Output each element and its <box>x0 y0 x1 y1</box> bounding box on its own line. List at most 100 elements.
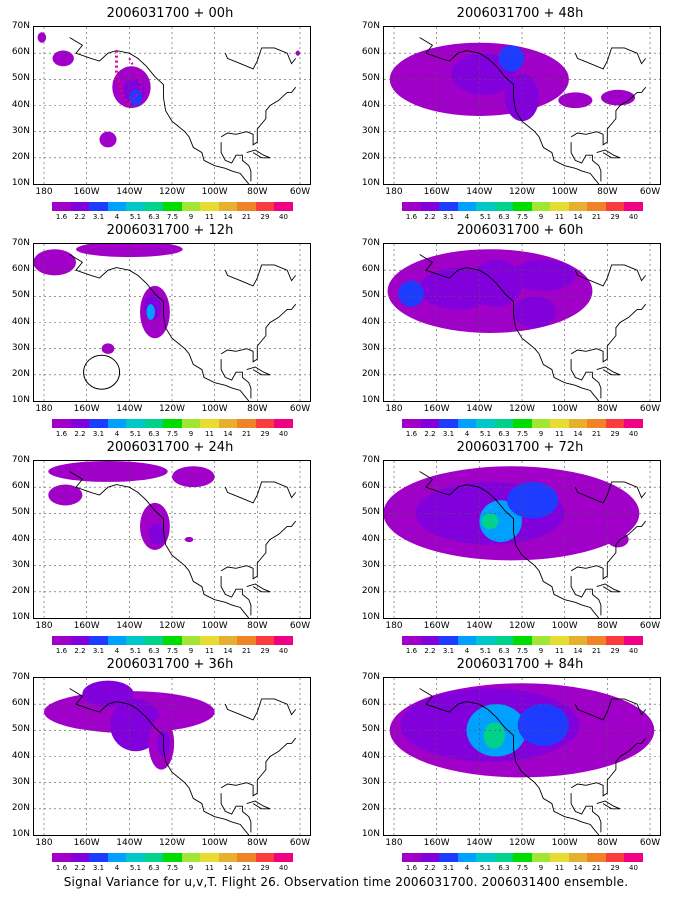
y-tick-label: 30N <box>361 776 380 787</box>
colorbar-label: 9 <box>188 647 194 655</box>
colorbar-label: 3.1 <box>92 864 105 872</box>
colorbar-label: 40 <box>279 647 288 655</box>
colorbar-swatch <box>218 636 237 645</box>
x-tick-label: 180 <box>35 621 53 631</box>
colorbar-label: 4 <box>114 213 120 221</box>
colorbar-label: 2.2 <box>74 213 86 221</box>
colorbar-label: 5.1 <box>479 864 492 872</box>
x-tick-label: 180 <box>35 838 53 848</box>
colorbar-swatch <box>457 853 476 862</box>
colorbar <box>52 636 293 645</box>
colorbar-label: 5.1 <box>479 647 492 655</box>
x-tick-label: 120W <box>158 838 186 848</box>
flight-track <box>115 50 131 107</box>
colorbar-label: 9 <box>538 213 544 221</box>
variance-contour-fill <box>600 89 636 106</box>
coastline <box>570 142 602 182</box>
colorbar-label: 9 <box>538 647 544 655</box>
y-tick-label: 50N <box>361 73 380 84</box>
colorbar-label: 11 <box>205 213 214 221</box>
colorbar-swatch <box>605 202 624 211</box>
y-tick-label: 40N <box>361 99 380 110</box>
variance-contour-fill <box>451 53 516 96</box>
colorbar <box>402 202 643 211</box>
colorbar-label: 2.2 <box>74 647 86 655</box>
colorbar-swatch <box>476 202 495 211</box>
colorbar-label: 7.5 <box>166 647 179 655</box>
coastline <box>220 520 297 580</box>
colorbar-label: 11 <box>205 430 214 438</box>
variance-contour-fill <box>513 296 557 328</box>
y-tick-label: 20N <box>361 368 380 379</box>
y-tick-label: 10N <box>11 178 30 188</box>
x-tick-label: 100W <box>551 187 578 197</box>
colorbar-label: 40 <box>629 647 638 655</box>
colorbar-label: 11 <box>555 864 564 872</box>
colorbar-swatch <box>70 853 89 862</box>
colorbar-label: 2.2 <box>424 864 436 872</box>
colorbar-swatch <box>624 419 643 428</box>
colorbar-swatch <box>420 853 439 862</box>
colorbar-swatch <box>163 419 182 428</box>
colorbar-label: 2.2 <box>74 864 86 872</box>
variance-contour-fill <box>37 32 47 43</box>
coastline <box>220 303 297 363</box>
colorbar-label: 14 <box>573 647 583 655</box>
x-tick-label: 160W <box>73 621 100 631</box>
colorbar-label: 14 <box>573 213 583 221</box>
colorbar-swatch <box>144 202 163 211</box>
colorbar-swatch <box>439 636 458 645</box>
map-plot-area <box>33 460 311 619</box>
colorbar-swatch <box>494 419 513 428</box>
colorbar-label: 5.1 <box>129 647 142 655</box>
variance-contour-fill <box>172 466 215 488</box>
colorbar-swatch <box>52 202 71 211</box>
colorbar-swatch <box>89 853 108 862</box>
coastline <box>574 264 647 287</box>
y-tick-label: 30N <box>361 559 380 570</box>
x-tick-label: 100W <box>551 838 578 848</box>
variance-contour-fill <box>129 89 143 106</box>
coastline <box>220 86 297 146</box>
colorbar-label: 4 <box>464 647 470 655</box>
colorbar-label: 1.6 <box>405 647 418 655</box>
colorbar-swatch <box>255 636 274 645</box>
colorbar-swatch <box>624 636 643 645</box>
panel-title: 2006031700 + 60h <box>456 223 584 238</box>
colorbar-label: 6.3 <box>498 213 510 221</box>
colorbar-label: 29 <box>260 213 270 221</box>
y-tick-label: 70N <box>11 21 30 31</box>
colorbar-swatch <box>568 853 587 862</box>
coastline <box>570 576 602 616</box>
x-tick-label: 100W <box>201 621 228 631</box>
coastline <box>574 47 647 70</box>
x-tick-label: 80W <box>597 621 618 631</box>
colorbar-swatch <box>144 636 163 645</box>
colorbar-swatch <box>126 202 145 211</box>
coastline <box>574 481 647 504</box>
variance-map <box>34 461 310 618</box>
x-tick-label: 80W <box>597 404 618 414</box>
panel-title: 2006031700 + 84h <box>456 657 584 672</box>
colorbar-label: 29 <box>610 647 620 655</box>
colorbar-label: 14 <box>573 864 583 872</box>
x-tick-label: 60W <box>639 404 661 414</box>
colorbar-swatch <box>494 853 513 862</box>
colorbar-swatch <box>218 419 237 428</box>
panel-title: 2006031700 + 36h <box>106 657 234 672</box>
coastline <box>419 688 600 835</box>
colorbar-swatch <box>107 202 126 211</box>
colorbar-label: 11 <box>555 213 564 221</box>
colorbar-label: 3.1 <box>92 430 105 438</box>
colorbar-label: 6.3 <box>148 864 160 872</box>
x-tick-label: 80W <box>247 621 268 631</box>
colorbar-label: 40 <box>629 430 638 438</box>
colorbar-label: 3.1 <box>442 213 455 221</box>
coastline <box>596 366 621 376</box>
map-panel-60h: 2006031700 + 60h 70N 60N 50N 40N 30N 20N 10N 180… <box>350 223 690 439</box>
y-tick-label: 70N <box>361 238 380 248</box>
y-tick-label: 50N <box>361 507 380 518</box>
colorbar-swatch <box>439 202 458 211</box>
x-tick-label: 140W <box>466 187 493 197</box>
y-tick-label: 60N <box>11 698 30 709</box>
